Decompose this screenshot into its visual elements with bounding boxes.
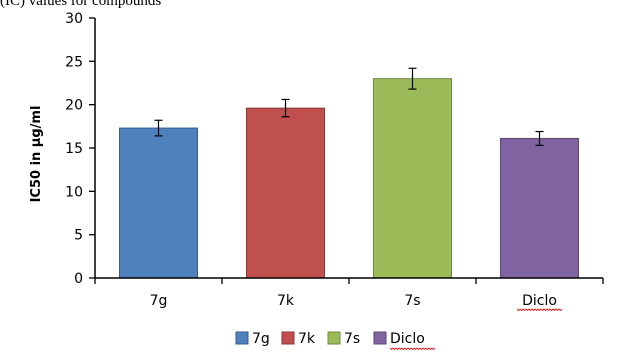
legend-label-7k: 7k xyxy=(298,331,316,347)
legend-label-diclo: Diclo xyxy=(390,331,425,347)
legend-label-7g: 7g xyxy=(252,331,270,347)
x-axis-ticks: 7g 7k 7s Diclo xyxy=(94,278,604,312)
y-tick-label: 10 xyxy=(65,184,83,200)
bar-diclo xyxy=(500,137,579,279)
y-tick-label: 0 xyxy=(74,271,83,287)
y-tick-label: 30 xyxy=(65,11,83,27)
x-tick-label-diclo: Diclo xyxy=(522,293,557,309)
y-tick-label: 15 xyxy=(65,141,83,157)
y-axis-title: IC50 in µg/ml xyxy=(29,106,44,203)
legend: 7g 7k 7s Diclo xyxy=(235,331,436,351)
bar-7s xyxy=(373,78,452,279)
legend-swatch-7g xyxy=(235,331,249,345)
spellcheck-underline xyxy=(389,347,436,351)
x-tick-label-7s: 7s xyxy=(404,293,420,309)
cropped-header-text: (IC) values for compounds xyxy=(0,0,162,9)
bars xyxy=(119,78,579,279)
x-tick-label-7k: 7k xyxy=(277,293,295,309)
y-tick-label: 5 xyxy=(74,228,83,244)
y-tick-label: 25 xyxy=(65,54,83,70)
legend-swatch-7s xyxy=(327,331,341,345)
legend-swatch-diclo xyxy=(373,331,387,345)
x-tick-label-7g: 7g xyxy=(150,293,168,309)
legend-label-7s: 7s xyxy=(344,331,360,347)
spellcheck-underline xyxy=(516,308,563,312)
legend-swatch-7k xyxy=(281,331,295,345)
y-tick-label: 20 xyxy=(65,98,83,114)
error-bars xyxy=(154,67,544,146)
y-axis-ticks: 0 5 10 15 20 25 30 xyxy=(65,11,95,287)
bar-7k xyxy=(246,107,325,279)
bar-7g xyxy=(119,127,198,279)
